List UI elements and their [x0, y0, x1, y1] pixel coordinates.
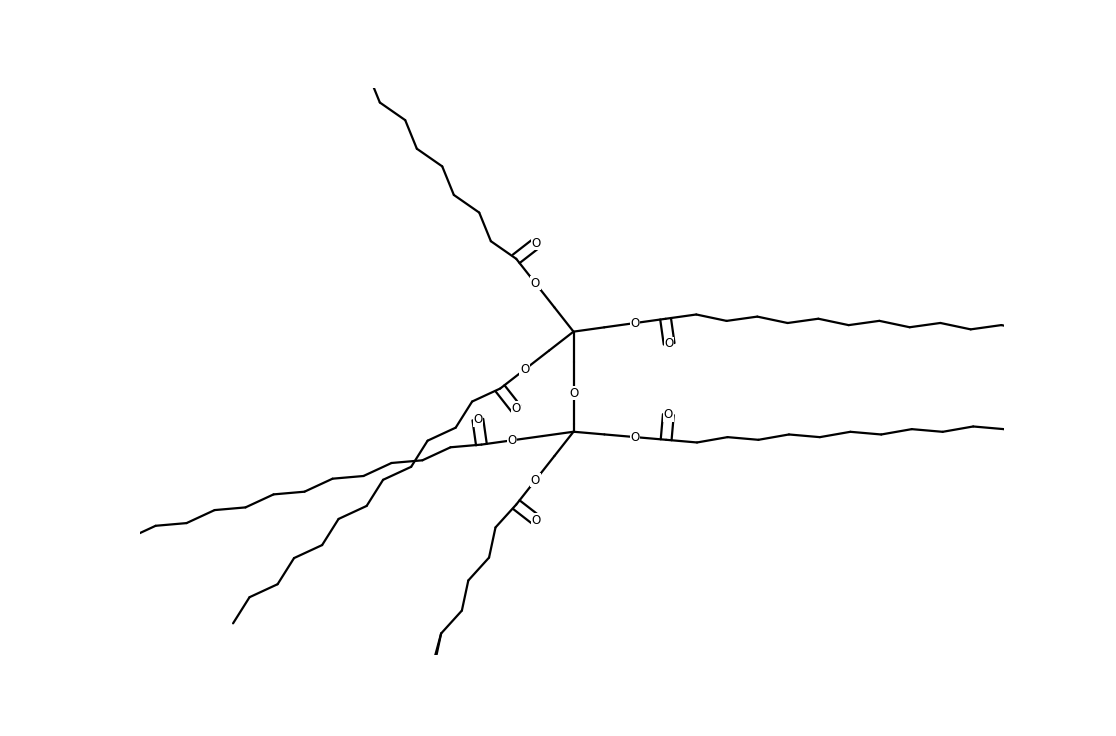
Text: O: O: [473, 413, 482, 426]
Text: O: O: [531, 237, 541, 250]
Text: O: O: [569, 386, 578, 400]
Text: O: O: [508, 434, 517, 447]
Text: O: O: [631, 316, 639, 330]
Text: O: O: [531, 277, 540, 289]
Text: O: O: [664, 408, 673, 421]
Text: O: O: [531, 514, 541, 526]
Text: O: O: [511, 402, 520, 415]
Text: O: O: [664, 337, 674, 350]
Text: O: O: [531, 474, 540, 486]
Text: O: O: [631, 431, 639, 444]
Text: O: O: [520, 363, 529, 376]
